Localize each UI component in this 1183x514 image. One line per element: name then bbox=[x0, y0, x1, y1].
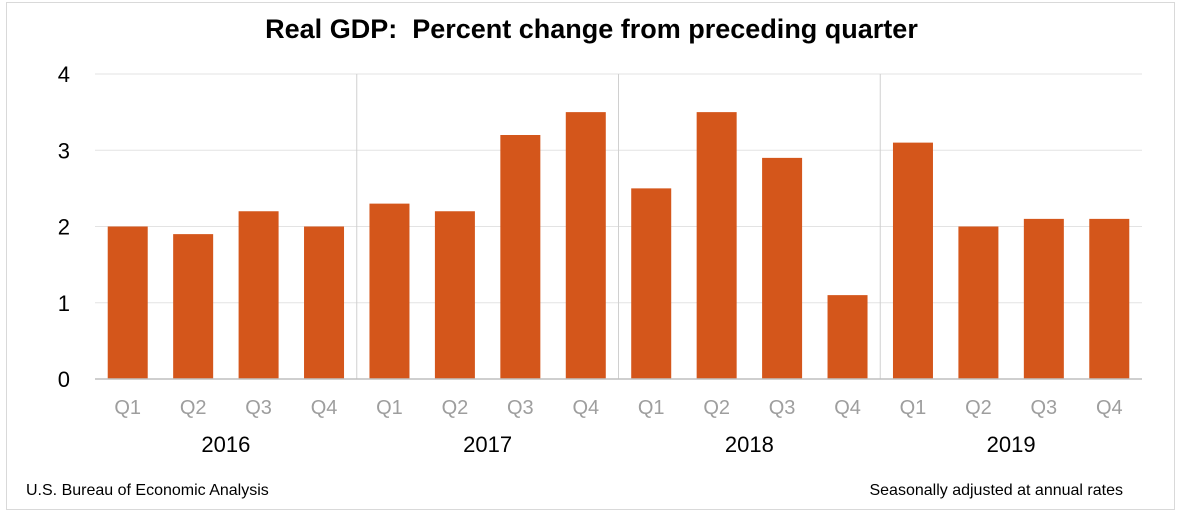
bar bbox=[827, 295, 868, 379]
source-note: U.S. Bureau of Economic Analysis bbox=[26, 482, 269, 499]
bar bbox=[958, 226, 999, 379]
x-tick-label: Q2 bbox=[965, 397, 992, 419]
x-tick-label: Q4 bbox=[572, 397, 599, 419]
x-tick-label: Q2 bbox=[703, 397, 730, 419]
x-tick-labels: Q1 Q2 Q3 Q4 Q1 Q2 Q3 Q4 Q1 Q2 Q3 Q4 Q1 Q2 Q3 Q4 bbox=[114, 397, 1122, 419]
year-label: 2018 bbox=[725, 432, 774, 457]
x-tick-label: Q1 bbox=[638, 397, 665, 419]
bar bbox=[762, 157, 803, 379]
bar bbox=[631, 188, 672, 379]
x-tick-label: Q4 bbox=[311, 397, 338, 419]
bar bbox=[304, 226, 345, 379]
bars bbox=[107, 112, 1130, 379]
bar bbox=[696, 112, 737, 379]
y-tick-label: 3 bbox=[58, 138, 70, 163]
bar bbox=[173, 234, 214, 379]
year-separators bbox=[356, 74, 881, 379]
x-tick-label: Q3 bbox=[1031, 397, 1058, 419]
year-label: 2017 bbox=[463, 432, 512, 457]
bar bbox=[238, 211, 279, 379]
x-tick-label: Q2 bbox=[180, 397, 207, 419]
bar bbox=[1089, 218, 1130, 379]
y-tick-label: 2 bbox=[58, 215, 70, 240]
bar bbox=[369, 203, 410, 379]
x-tick-label: Q3 bbox=[245, 397, 272, 419]
x-tick-label: Q4 bbox=[834, 397, 861, 419]
chart-title: Real GDP: Percent change from preceding … bbox=[265, 14, 918, 44]
bar bbox=[565, 112, 606, 379]
x-tick-label: Q2 bbox=[442, 397, 469, 419]
bar bbox=[434, 211, 475, 379]
bar bbox=[1023, 218, 1064, 379]
y-tick-labels: 0 1 2 3 4 bbox=[58, 62, 70, 392]
y-tick-label: 1 bbox=[58, 291, 70, 316]
x-tick-label: Q4 bbox=[1096, 397, 1123, 419]
bar bbox=[500, 135, 541, 379]
x-tick-label: Q1 bbox=[900, 397, 927, 419]
y-tick-label: 4 bbox=[58, 62, 70, 87]
x-tick-label: Q1 bbox=[114, 397, 141, 419]
bar bbox=[892, 142, 933, 379]
year-label: 2016 bbox=[201, 432, 250, 457]
rates-note: Seasonally adjusted at annual rates bbox=[869, 482, 1123, 499]
x-tick-label: Q1 bbox=[376, 397, 403, 419]
bar bbox=[107, 226, 148, 379]
year-label: 2019 bbox=[987, 432, 1036, 457]
x-tick-label: Q3 bbox=[769, 397, 796, 419]
y-tick-label: 0 bbox=[58, 367, 70, 392]
x-tick-label: Q3 bbox=[507, 397, 534, 419]
year-labels: 2016 2017 2018 2019 bbox=[201, 432, 1035, 457]
